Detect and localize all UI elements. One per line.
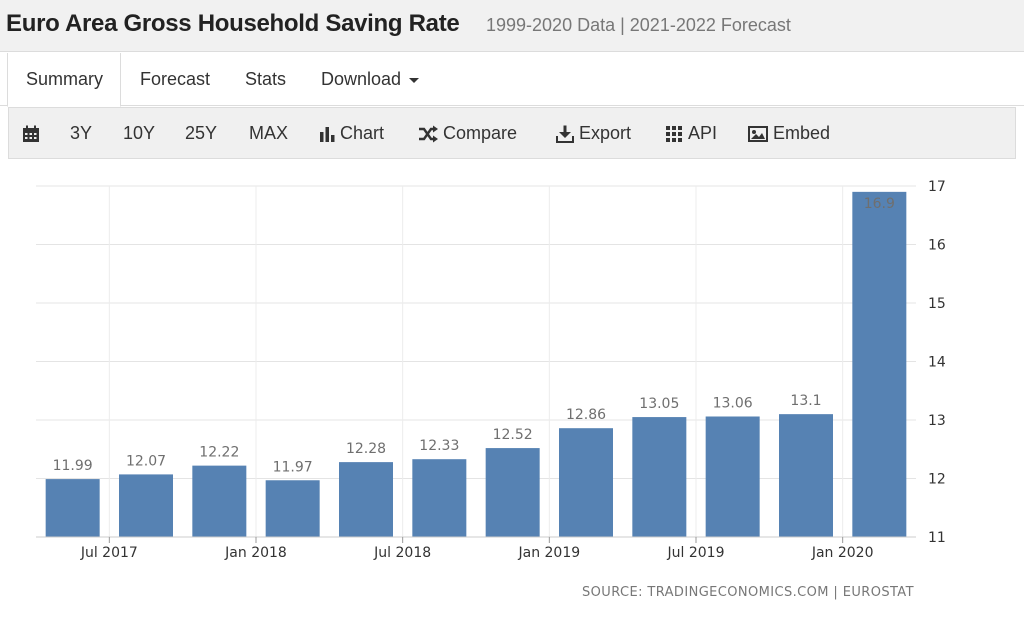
data-label: 12.28 bbox=[346, 441, 386, 457]
tab-download[interactable]: Download bbox=[321, 53, 420, 106]
export-button-label: Export bbox=[579, 123, 632, 143]
calendar-button[interactable] bbox=[22, 108, 45, 158]
chart-bars bbox=[45, 191, 907, 537]
tab-download-label: Download bbox=[321, 69, 402, 89]
y-tick-label: 16 bbox=[928, 238, 946, 254]
export-button[interactable]: Export bbox=[556, 108, 631, 158]
data-label: 11.97 bbox=[273, 459, 313, 475]
chart-toolbar: 3Y 10Y 25Y MAX Chart Compare Export bbox=[8, 107, 1016, 159]
tab-summary[interactable]: Summary bbox=[7, 53, 121, 107]
x-tick-label: Jul 2019 bbox=[667, 545, 725, 561]
range-max-button[interactable]: MAX bbox=[249, 123, 289, 143]
range-10y-button[interactable]: 10Y bbox=[123, 123, 156, 143]
range-3y-button[interactable]: 3Y bbox=[70, 123, 93, 143]
y-tick-label: 14 bbox=[928, 355, 946, 371]
chart-data-labels: 11.99 12.07 12.22 11.97 12.28 12.33 12.52 12.86… bbox=[53, 196, 895, 475]
data-label: 11.99 bbox=[53, 458, 93, 474]
embed-button-label: Embed bbox=[773, 123, 831, 143]
y-tick-label: 12 bbox=[928, 472, 946, 488]
bar bbox=[119, 474, 173, 537]
bar bbox=[852, 191, 907, 537]
y-tick-label: 17 bbox=[928, 179, 946, 195]
bar bbox=[265, 480, 320, 537]
data-label: 13.05 bbox=[639, 396, 679, 412]
tab-forecast-label: Forecast bbox=[140, 69, 211, 89]
tab-stats[interactable]: Stats bbox=[245, 53, 286, 106]
download-icon bbox=[556, 125, 574, 144]
chart-grid bbox=[36, 185, 916, 538]
bar-chart: 11.99 12.07 12.22 11.97 12.28 12.33 12.52 12.86… bbox=[36, 179, 946, 561]
compare-button-label: Compare bbox=[443, 123, 518, 143]
bar bbox=[192, 465, 247, 537]
x-tick-label: Jan 2018 bbox=[224, 545, 287, 561]
range-25y-button[interactable]: 25Y bbox=[185, 123, 218, 143]
bar bbox=[45, 479, 100, 537]
y-tick-label: 13 bbox=[928, 413, 946, 429]
chart-x-axis: Jul 2017 Jan 2018 Jul 2018 Jan 2019 Jul 2019… bbox=[36, 536, 916, 561]
compare-button[interactable]: Compare bbox=[418, 108, 517, 158]
x-tick-label: Jan 2020 bbox=[811, 545, 874, 561]
x-tick-label: Jul 2018 bbox=[373, 545, 431, 561]
tab-stats-label: Stats bbox=[245, 69, 287, 89]
y-tick-label: 15 bbox=[928, 296, 946, 312]
shuffle-icon bbox=[419, 125, 438, 143]
bar-chart-icon bbox=[320, 127, 335, 143]
data-label: 13.1 bbox=[790, 393, 821, 409]
calendar-icon bbox=[23, 125, 39, 143]
bar bbox=[705, 416, 760, 537]
tab-summary-label: Summary bbox=[26, 69, 104, 89]
page-subtitle: 1999-2020 Data | 2021-2022 Forecast bbox=[486, 15, 791, 35]
chart-y-axis: 11 12 13 14 15 16 17 bbox=[928, 179, 946, 546]
chevron-down-icon bbox=[409, 77, 420, 83]
bar bbox=[779, 414, 833, 537]
x-tick-label: Jul 2017 bbox=[80, 545, 138, 561]
data-label: 13.06 bbox=[713, 395, 753, 411]
data-label: 12.22 bbox=[199, 445, 239, 461]
x-tick-label: Jan 2019 bbox=[517, 545, 580, 561]
api-button-label: API bbox=[688, 123, 718, 143]
tab-bar: Summary Forecast Stats Download bbox=[0, 53, 1024, 107]
api-button[interactable]: API bbox=[665, 108, 717, 158]
grid-icon bbox=[666, 126, 682, 143]
chart-source: SOURCE: TRADINGECONOMICS.COM | EUROSTAT bbox=[582, 585, 914, 600]
tab-forecast[interactable]: Forecast bbox=[140, 53, 210, 106]
bar bbox=[412, 459, 467, 537]
image-icon bbox=[748, 126, 768, 143]
page-header: Euro Area Gross Household Saving Rate 19… bbox=[0, 0, 1024, 52]
y-tick-label: 11 bbox=[928, 530, 946, 546]
chart-button-label: Chart bbox=[340, 123, 385, 143]
data-label: 12.07 bbox=[126, 453, 166, 469]
data-label: 12.52 bbox=[493, 427, 533, 443]
bar bbox=[559, 428, 613, 537]
page-title: Euro Area Gross Household Saving Rate bbox=[6, 10, 460, 37]
bar bbox=[632, 417, 687, 537]
data-label: 12.86 bbox=[566, 407, 606, 423]
chart-button[interactable]: Chart bbox=[319, 108, 384, 158]
data-label: 12.33 bbox=[419, 438, 459, 454]
embed-button[interactable]: Embed bbox=[748, 108, 830, 158]
bar bbox=[339, 462, 393, 537]
bar bbox=[485, 448, 540, 537]
data-label: 16.9 bbox=[864, 196, 895, 212]
